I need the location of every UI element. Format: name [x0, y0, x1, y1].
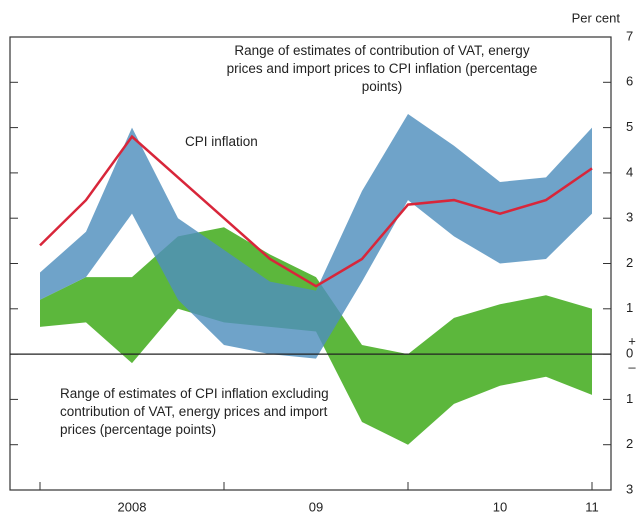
- y-axis-label: Per cent: [572, 10, 621, 25]
- x-tick-label: 10: [493, 499, 507, 514]
- band: [40, 114, 592, 359]
- y-tick-label: 0: [626, 346, 633, 361]
- y-tick-label: 2: [626, 436, 633, 451]
- y-tick-label: 1: [626, 391, 633, 406]
- y-tick-label: 6: [626, 74, 633, 89]
- x-tick-label: 11: [585, 499, 599, 514]
- plus-sign: +: [628, 334, 636, 349]
- x-tick-label: 09: [309, 499, 323, 514]
- y-tick-label: 5: [626, 119, 633, 134]
- y-tick-label: 3: [626, 481, 633, 496]
- x-tick-label: 2008: [118, 499, 147, 514]
- y-tick-label: 2: [626, 255, 633, 270]
- cpi-ex-band-label: Range of estimates of CPI inflation excl…: [60, 386, 329, 437]
- y-tick-label: 7: [626, 28, 633, 43]
- cpi-line: [39, 134, 593, 288]
- y-tick-label: 1: [626, 300, 633, 315]
- minus-sign: –: [628, 360, 636, 375]
- cpi-line-label: CPI inflation: [185, 134, 258, 149]
- y-tick-label: 4: [626, 164, 633, 179]
- vat-band-label: Range of estimates of contribution of VA…: [226, 43, 538, 94]
- y-tick-label: 3: [626, 210, 633, 225]
